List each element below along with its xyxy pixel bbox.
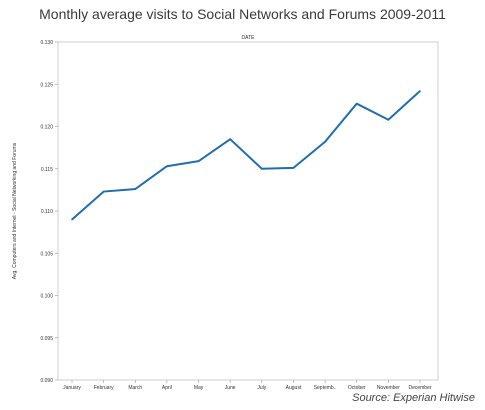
x-tick-label: April [162,385,172,391]
x-tick-label: Septemb.. [314,385,337,391]
y-tick-label: 0.125 [40,82,53,88]
x-axis-ticks: January February March April May June July Augu… [63,380,432,391]
x-tick-label: August [286,385,302,391]
y-tick-label: 0.090 [40,378,53,384]
data-point [261,167,263,170]
y-tick-label: 0.130 [40,40,53,46]
y-tick-label: 0.105 [40,251,53,257]
plot-frame [57,41,439,381]
series-layer [71,90,421,221]
y-tick-label: 0.095 [40,336,53,342]
data-point [134,188,137,190]
y-tick-label: 0.120 [40,125,53,131]
y-axis-title: Avg. Computers and Internet - Social Net… [12,142,18,279]
x-tick-label: December [408,385,431,391]
data-point [419,90,421,92]
x-tick-label: January [63,385,81,391]
y-tick-label: 0.110 [41,209,53,215]
x-tick-label: October [348,385,366,391]
source-note: Source: Experian Hitwise [352,392,475,404]
y-tick-label: 0.115 [41,167,53,173]
data-point [292,167,295,169]
x-tick-label: March [128,385,142,391]
x-axis-title: DATE [242,35,256,41]
x-tick-label: June [225,385,236,391]
x-tick-label: July [257,385,266,391]
data-point [229,138,231,140]
y-axis-ticks: 0.130 0.125 0.120 0.115 0.110 0.105 0.100 0.095… [40,40,58,384]
data-point [355,102,358,105]
data-point [324,140,326,143]
data-point [166,165,168,168]
y-tick-label: 0.100 [40,294,53,300]
x-tick-label: November [377,385,400,391]
data-point [197,160,200,162]
chart-title: Monthly average visits to Social Network… [39,6,446,22]
data-point [387,118,390,121]
data-point [71,218,73,221]
x-tick-label: May [194,385,204,391]
x-tick-label: February [94,385,115,391]
data-point [102,190,105,193]
series-line [71,90,421,221]
